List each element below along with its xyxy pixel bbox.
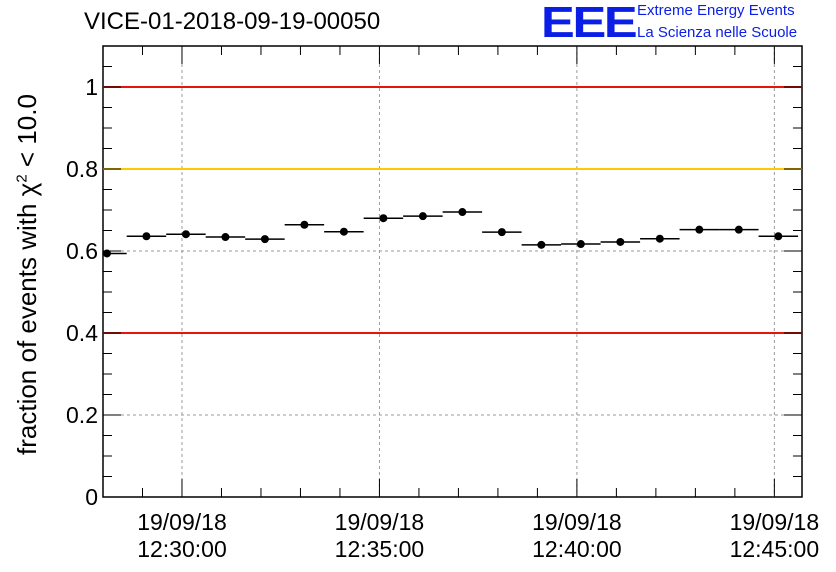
plot-frame: [102, 45, 803, 498]
y-axis-label-prefix: fraction of events with: [12, 196, 42, 455]
y-axis-label-sup: 2: [13, 174, 31, 183]
y-tick-label: 0.2: [66, 402, 98, 428]
data-point: [616, 237, 625, 246]
reference-lines: [103, 86, 802, 334]
data-point: [379, 214, 388, 223]
y-axis-label: fraction of events with χ2 < 10.0: [12, 94, 43, 455]
data-point: [655, 234, 664, 243]
data-point: [142, 232, 151, 241]
chart-title: VICE-01-2018-09-19-00050: [84, 8, 381, 35]
y-tick-label: 0: [85, 484, 98, 510]
grid-lines: [103, 46, 802, 497]
x-tick-label-date: 19/09/18: [137, 509, 227, 535]
data-point: [497, 228, 506, 237]
y-tick-label: 0.6: [66, 238, 98, 264]
data-point: [537, 240, 546, 249]
y-axis-label-suffix: < 10.0: [12, 94, 42, 175]
x-tick-label-date: 19/09/18: [730, 509, 820, 535]
data-point: [458, 208, 467, 217]
data-point: [734, 225, 743, 234]
axis-ticks: [102, 45, 802, 498]
tick-labels: 00.20.40.60.8119/09/1812:30:0019/09/1812…: [66, 74, 819, 562]
y-tick-label: 0.4: [66, 320, 98, 346]
y-tick-label: 0.8: [66, 156, 98, 182]
y-axis-label-chi: χ: [12, 182, 42, 197]
y-tick-label: 1: [85, 74, 98, 100]
data-point: [260, 235, 269, 244]
x-tick-label-time: 12:40:00: [532, 536, 622, 562]
logo-line-1: Extreme Energy Events: [637, 2, 795, 19]
data-point: [418, 212, 427, 221]
x-tick-label-time: 12:30:00: [137, 536, 227, 562]
logo-line-2: La Scienza nelle Scuole: [637, 24, 798, 41]
data-point: [576, 240, 585, 249]
x-tick-label-date: 19/09/18: [532, 509, 622, 535]
eee-logo: EEE: [541, 0, 638, 47]
data-point: [695, 225, 704, 234]
data-point: [300, 220, 309, 229]
data-point: [181, 230, 190, 239]
data-point: [774, 232, 783, 241]
x-tick-label-date: 19/09/18: [335, 509, 425, 535]
data-point: [102, 249, 111, 258]
data-point: [339, 227, 348, 236]
data-points: [102, 208, 799, 258]
x-tick-label-time: 12:45:00: [730, 536, 820, 562]
data-point: [221, 233, 230, 242]
x-tick-label-time: 12:35:00: [335, 536, 425, 562]
